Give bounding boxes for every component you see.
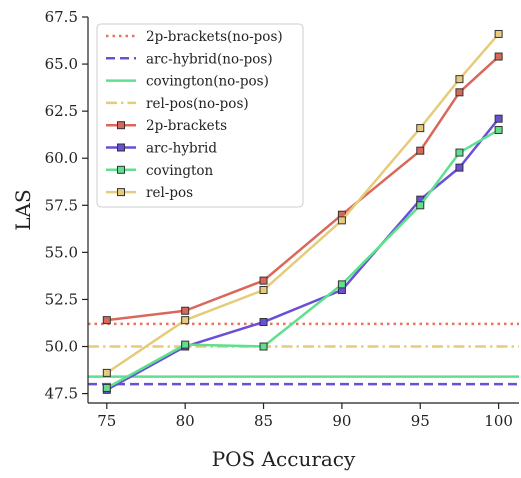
data-point-marker — [416, 146, 425, 155]
legend-marker-swatch — [117, 121, 125, 130]
legend-entry-label: arc-hybrid — [146, 141, 217, 157]
data-point-marker — [102, 316, 111, 325]
data-point-marker — [455, 75, 464, 84]
legend-entry-label: 2p-brackets — [146, 118, 227, 134]
series-group — [102, 29, 503, 377]
y-axis-label: LAS — [11, 189, 35, 230]
legend-frame — [96, 23, 304, 208]
data-point-marker — [416, 124, 425, 133]
legend-entry-label: 2p-brackets(no-pos) — [146, 29, 283, 45]
y-tick-label: 52.5 — [45, 290, 78, 308]
y-tick-label: 67.5 — [45, 8, 78, 26]
x-tick-label: 100 — [484, 412, 513, 430]
y-tick-label: 60.0 — [45, 149, 78, 167]
x-tick-label: 90 — [332, 412, 351, 430]
data-point-marker — [337, 280, 346, 289]
data-point-marker — [259, 286, 268, 295]
legend-entry-label: rel-pos(no-pos) — [146, 96, 249, 112]
data-point-marker — [102, 368, 111, 377]
legend-marker-swatch — [117, 165, 125, 174]
data-point-marker — [416, 201, 425, 210]
x-tick-label: 95 — [411, 412, 430, 430]
x-tick-label: 75 — [97, 412, 116, 430]
data-point-marker — [455, 148, 464, 157]
data-point-marker — [494, 29, 503, 38]
legend-marker-swatch — [117, 188, 125, 197]
data-point-marker — [259, 276, 268, 285]
data-point-marker — [259, 318, 268, 327]
data-point-marker — [455, 88, 464, 97]
x-tick-label: 85 — [254, 412, 273, 430]
data-point-marker — [455, 163, 464, 172]
data-point-marker — [181, 306, 190, 315]
legend-entry-label: rel-pos — [146, 185, 193, 201]
y-tick-label: 47.5 — [45, 385, 78, 403]
y-tick-label: 62.5 — [45, 102, 78, 120]
data-point-marker — [494, 125, 503, 134]
y-tick-label: 50.0 — [45, 338, 78, 356]
data-point-marker — [259, 342, 268, 351]
data-point-marker — [337, 216, 346, 225]
data-point-marker — [102, 383, 111, 392]
series-group — [102, 125, 503, 392]
data-point-marker — [181, 316, 190, 325]
y-tick-label: 65.0 — [45, 55, 78, 73]
y-tick-label: 57.5 — [45, 196, 78, 214]
legend-entry-label: covington — [146, 163, 214, 179]
legend-entry-label: arc-hybrid(no-pos) — [146, 51, 273, 67]
legend-marker-swatch — [117, 143, 125, 152]
legend-entry-label: covington(no-pos) — [146, 74, 269, 90]
x-tick-label: 80 — [176, 412, 195, 430]
data-point-marker — [494, 52, 503, 61]
y-tick-label: 55.0 — [45, 243, 78, 261]
data-point-marker — [494, 114, 503, 123]
legend: 2p-brackets(no-pos) arc-hybrid(no-pos) cov… — [96, 23, 304, 208]
x-axis-label: POS Accuracy — [212, 447, 356, 471]
data-point-marker — [181, 340, 190, 349]
